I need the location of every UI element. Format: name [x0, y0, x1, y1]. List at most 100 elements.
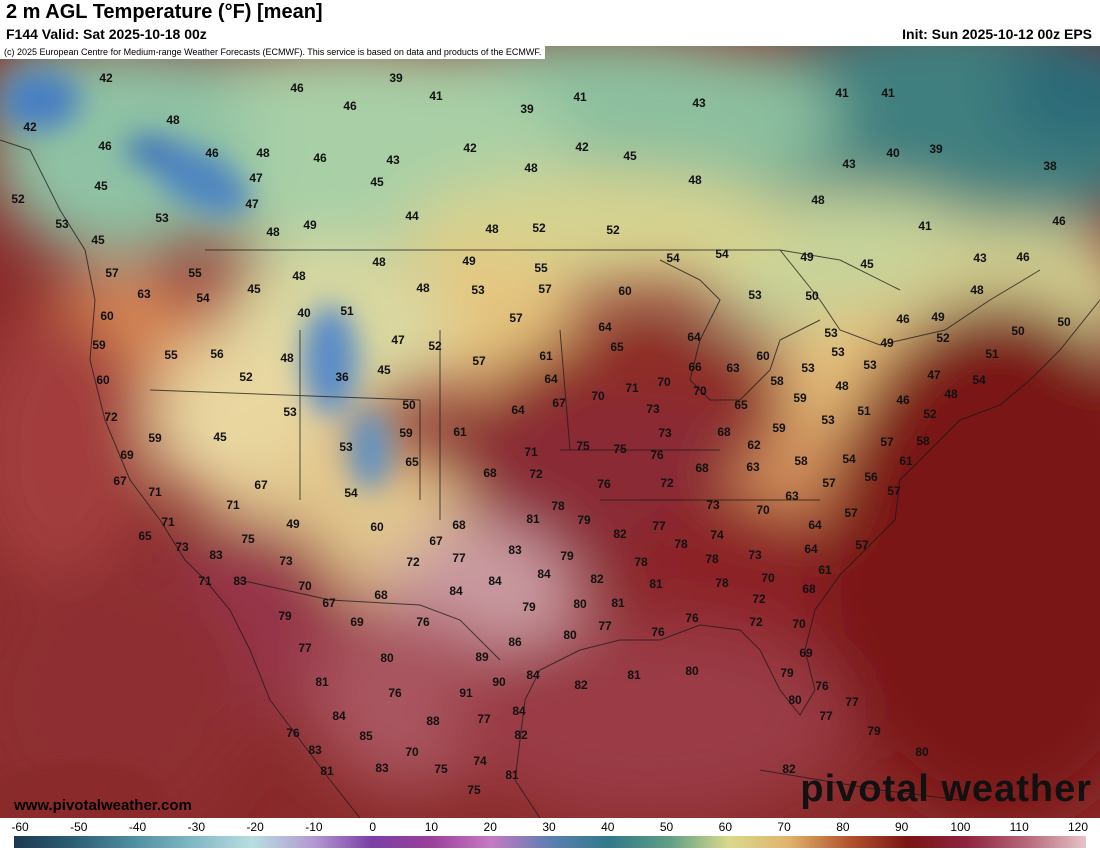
temperature-value: 63: [785, 489, 799, 503]
temperature-value: 48: [485, 222, 499, 236]
brand-logo: pivotal weather: [800, 768, 1092, 810]
temperature-value: 48: [835, 379, 849, 393]
copyright-notice: (c) 2025 European Centre for Medium-rang…: [0, 46, 546, 59]
temperature-value: 71: [161, 515, 175, 529]
temperature-value: 75: [467, 783, 481, 797]
temperature-value: 58: [770, 374, 784, 388]
temperature-value: 54: [666, 251, 680, 265]
temperature-value: 76: [650, 448, 664, 462]
temperature-value: 48: [944, 387, 958, 401]
temperature-value: 74: [710, 528, 724, 542]
temperature-value: 65: [138, 529, 152, 543]
temperature-value: 82: [613, 527, 627, 541]
temperature-value: 50: [1057, 315, 1071, 329]
temperature-value: 68: [717, 425, 731, 439]
temperature-value: 48: [416, 281, 430, 295]
temperature-value: 73: [748, 548, 762, 562]
temperature-value: 78: [674, 537, 688, 551]
temperature-value: 41: [881, 86, 895, 100]
temperature-value: 70: [657, 375, 671, 389]
temperature-value: 76: [597, 477, 611, 491]
temperature-value: 83: [508, 543, 522, 557]
temperature-value: 50: [805, 289, 819, 303]
temperature-value: 60: [756, 349, 770, 363]
temperature-value: 73: [658, 426, 672, 440]
temperature-value: 41: [835, 86, 849, 100]
temperature-value: 81: [526, 512, 540, 526]
temperature-value: 88: [426, 714, 440, 728]
temperature-value: 61: [899, 454, 913, 468]
temperature-value: 52: [428, 339, 442, 353]
colorbar-tick: -40: [128, 820, 147, 834]
temperature-value: 77: [477, 712, 491, 726]
temperature-value: 57: [822, 476, 836, 490]
temperature-value: 53: [55, 217, 69, 231]
temperature-value: 79: [867, 724, 881, 738]
temperature-value: 43: [973, 251, 987, 265]
temperature-value: 60: [96, 373, 110, 387]
temperature-value: 51: [985, 347, 999, 361]
temperature-value: 57: [855, 538, 869, 552]
temperature-value: 41: [429, 89, 443, 103]
temperature-value: 68: [374, 588, 388, 602]
temperature-value: 48: [970, 283, 984, 297]
temperature-value: 53: [824, 326, 838, 340]
temperature-value: 59: [399, 426, 413, 440]
colorbar-tick: -60: [11, 820, 29, 834]
temperature-value: 54: [715, 247, 729, 261]
temperature-value: 77: [298, 641, 312, 655]
temperature-value: 73: [646, 402, 660, 416]
temperature-value: 48: [280, 351, 294, 365]
temperature-value: 72: [749, 615, 763, 629]
temperature-value: 49: [462, 254, 476, 268]
temperature-value: 70: [298, 579, 312, 593]
init-time: Init: Sun 2025-10-12 00z EPS: [902, 26, 1092, 42]
temperature-value: 46: [343, 99, 357, 113]
colorbar-tick: 20: [483, 820, 497, 834]
temperature-value: 80: [915, 745, 929, 759]
temperature-value: 70: [693, 384, 707, 398]
temperature-value: 48: [524, 161, 538, 175]
temperature-value: 59: [772, 421, 786, 435]
temperature-value: 43: [692, 96, 706, 110]
temperature-value: 47: [927, 368, 941, 382]
temperature-value: 49: [931, 310, 945, 324]
temperature-value: 71: [226, 498, 240, 512]
temperature-value: 80: [788, 693, 802, 707]
temperature-value: 78: [634, 555, 648, 569]
temperature-value: 46: [98, 139, 112, 153]
temperature-value: 85: [359, 729, 373, 743]
temperature-value: 82: [590, 572, 604, 586]
temperature-value: 52: [239, 370, 253, 384]
temperature-value: 84: [537, 567, 551, 581]
temperature-value: 58: [916, 434, 930, 448]
temperature-value: 49: [880, 336, 894, 350]
temperature-value: 44: [405, 209, 419, 223]
colorbar-tick: 70: [777, 820, 791, 834]
temperature-value: 65: [405, 455, 419, 469]
temperature-value: 80: [380, 651, 394, 665]
temperature-value: 74: [473, 754, 487, 768]
temperature-value: 68: [695, 461, 709, 475]
temperature-value: 71: [625, 381, 639, 395]
map-title: 2 m AGL Temperature (°F) [mean]: [6, 1, 323, 23]
temperature-value: 62: [747, 438, 761, 452]
temperature-value: 41: [573, 90, 587, 104]
temperature-value: 63: [746, 460, 760, 474]
temperature-value: 83: [233, 574, 247, 588]
temperature-map[interactable]: 42 42 46 45 52 53 53 45 48 46 48 47 47 48 49 46 39 41 46 46…: [0, 46, 1100, 818]
temperature-value: 50: [402, 398, 416, 412]
temperature-value: 53: [155, 211, 169, 225]
temperature-value: 79: [780, 666, 794, 680]
temperature-value: 67: [552, 396, 566, 410]
colorbar-tick: 0: [369, 820, 376, 834]
temperature-value: 52: [11, 192, 25, 206]
temperature-value: 43: [386, 153, 400, 167]
temperature-value: 70: [761, 571, 775, 585]
temperature-value: 53: [831, 345, 845, 359]
temperature-value: 42: [99, 71, 113, 85]
site-url[interactable]: www.pivotalweather.com: [14, 797, 192, 814]
temperature-value: 80: [573, 597, 587, 611]
temperature-value: 38: [1043, 159, 1057, 173]
temperature-value: 64: [544, 372, 558, 386]
